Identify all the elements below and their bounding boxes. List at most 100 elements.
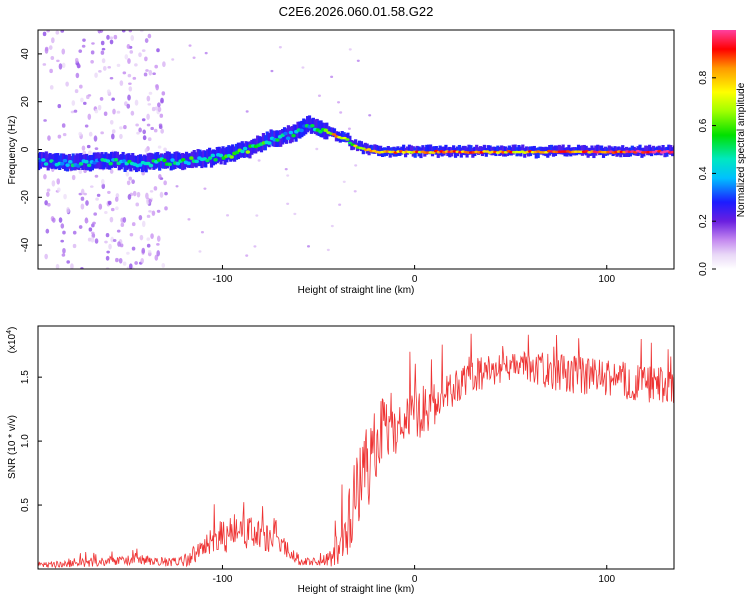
track-cell: [102, 154, 106, 170]
noise-speckle: [145, 192, 149, 199]
noise-speckle: [115, 257, 119, 263]
track-cell: [54, 153, 58, 170]
noise-speckle: [56, 187, 61, 193]
noise-speckle: [148, 91, 153, 95]
track-cell: [598, 145, 602, 156]
noise-speckle: [144, 56, 148, 62]
track-cell: [428, 144, 433, 155]
noise-speckle: [43, 174, 47, 180]
noise-speckle: [330, 75, 334, 79]
track-cell: [444, 144, 448, 154]
noise-speckle: [127, 193, 132, 200]
noise-speckle: [106, 34, 110, 40]
noise-speckle: [109, 216, 114, 223]
track-cell: [240, 141, 244, 158]
noise-speckle: [46, 188, 51, 192]
colorbar-tick-label: 0.4: [698, 166, 709, 180]
noise-speckle: [114, 196, 119, 202]
noise-speckle: [156, 242, 160, 246]
noise-speckle: [128, 86, 133, 92]
noise-speckle: [110, 207, 115, 212]
noise-speckle: [342, 180, 346, 183]
track-peak: [162, 158, 167, 163]
noise-speckle: [87, 237, 92, 242]
track-cell: [63, 154, 68, 171]
y-tick-label: 1.5: [20, 370, 31, 384]
noise-speckle: [62, 133, 67, 137]
track-cell: [332, 128, 337, 138]
track-cell: [555, 145, 559, 155]
track-cell: [186, 153, 191, 168]
track-cell: [578, 145, 583, 155]
track-cell: [373, 144, 377, 154]
noise-speckle: [74, 89, 79, 94]
noise-speckle: [43, 119, 47, 122]
noise-speckle: [146, 237, 151, 241]
noise-speckle: [157, 102, 161, 108]
track-cell: [582, 144, 586, 155]
noise-speckle: [113, 34, 118, 40]
x-tick-label: 100: [598, 274, 615, 285]
noise-speckle: [144, 147, 149, 153]
track-cell: [92, 152, 96, 169]
track-peak: [240, 149, 245, 154]
noise-speckle: [101, 47, 106, 51]
noise-speckle: [66, 260, 70, 264]
noise-speckle: [257, 159, 261, 162]
track-cell: [538, 146, 542, 155]
noise-speckle: [129, 263, 133, 269]
noise-speckle: [330, 224, 334, 228]
track-cell: [379, 145, 383, 157]
x-tick-label: 100: [598, 574, 615, 585]
noise-speckle: [147, 103, 152, 106]
track-cell: [363, 142, 367, 151]
noise-speckle: [136, 191, 141, 198]
noise-speckle: [128, 82, 132, 85]
noise-speckle: [72, 243, 77, 249]
noise-speckle: [148, 198, 153, 203]
noise-speckle: [80, 97, 84, 103]
noise-speckle: [356, 59, 360, 62]
track-cell: [169, 153, 173, 171]
noise-speckle: [60, 223, 65, 229]
noise-speckle: [62, 230, 66, 235]
noise-speckle: [94, 238, 99, 244]
track-cell: [165, 151, 169, 169]
track-cell: [175, 151, 179, 168]
track-cell: [492, 146, 496, 156]
noise-speckle: [301, 66, 305, 69]
track-cell: [596, 144, 600, 154]
spectrogram-marks: [38, 30, 674, 269]
track-cell: [211, 149, 216, 166]
noise-speckle: [160, 99, 164, 104]
noise-speckle: [100, 40, 105, 46]
noise-speckle: [164, 206, 168, 211]
track-cell: [340, 131, 344, 142]
noise-speckle: [150, 233, 154, 239]
noise-speckle: [97, 30, 102, 34]
track-cell: [667, 144, 671, 155]
track-cell: [517, 144, 521, 156]
noise-speckle: [148, 69, 153, 76]
x-tick-label: -100: [212, 574, 232, 585]
track-cell: [138, 154, 143, 169]
snr-x-label: Height of straight line (km): [298, 584, 415, 595]
noise-speckle: [62, 247, 66, 254]
noise-speckle: [100, 50, 105, 55]
x-tick-label: 0: [412, 274, 418, 285]
track-peak: [323, 128, 329, 133]
noise-speckle: [94, 174, 99, 178]
noise-speckle: [81, 44, 86, 48]
track-peak: [353, 144, 358, 148]
track-cell: [613, 146, 617, 155]
track-peak: [345, 138, 350, 141]
noise-speckle: [154, 64, 159, 69]
track-peak: [189, 156, 194, 160]
track-cell: [452, 145, 456, 154]
track-cell: [557, 144, 561, 155]
track-cell: [369, 144, 373, 154]
noise-speckle: [60, 239, 64, 243]
track-cell: [421, 145, 425, 153]
snr-panel: -100 0 100 0.5 1.0 1.5 Height of straight li…: [6, 325, 675, 595]
